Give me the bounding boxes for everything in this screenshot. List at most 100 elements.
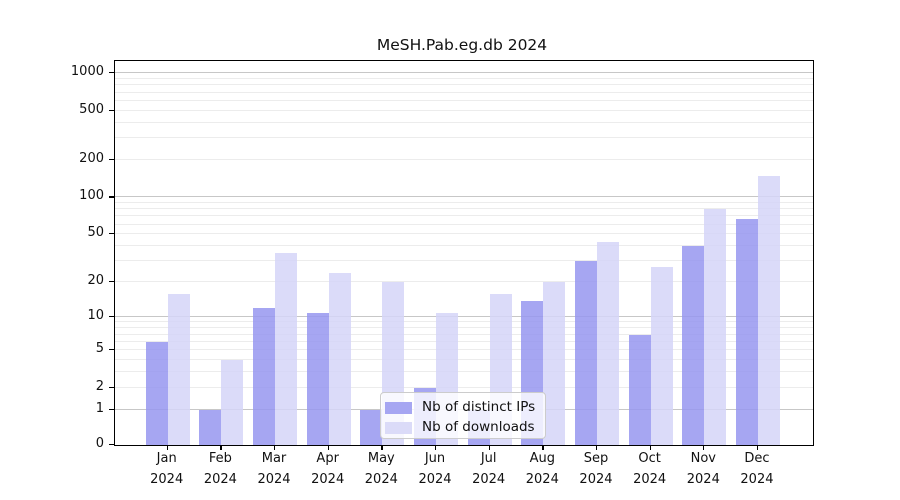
legend-label-distinct-ips: Nb of distinct IPs [422, 399, 536, 415]
bar-distinct-ips-feb [199, 409, 222, 445]
gridline-minor-600 [114, 99, 813, 101]
x-tick-label-may: May 2024 [364, 451, 398, 487]
x-tick-label-apr: Apr 2024 [311, 451, 345, 487]
gridline-minor-7 [114, 333, 813, 335]
gridline-minor-300 [114, 137, 813, 139]
gridline-minor-40 [114, 245, 813, 247]
gridline-major-10 [114, 316, 813, 318]
gridline-major-100 [114, 196, 813, 198]
bar-downloads-aug [543, 282, 566, 445]
bar-downloads-sep [596, 242, 619, 445]
y-tick-label-0: 0 [95, 435, 104, 451]
x-tick-jun [435, 444, 437, 450]
bar-downloads-jan [167, 293, 190, 445]
bar-distinct-ips-may [360, 409, 383, 445]
x-tick-label-sep: Sep 2024 [579, 451, 613, 487]
chart-title: MeSH.Pab.eg.db 2024 [376, 36, 548, 54]
gridline-minor-8 [114, 327, 813, 329]
gridline-minor-800 [114, 84, 813, 86]
x-tick-label-feb: Feb 2024 [203, 451, 237, 487]
y-tick-label-500: 500 [79, 101, 104, 117]
y-tick-5 [108, 349, 114, 351]
x-tick-label-jul: Jul 2024 [472, 451, 506, 487]
gridline-minor-3 [114, 371, 813, 373]
x-tick-label-jun: Jun 2024 [418, 451, 452, 487]
legend-swatch-distinct-ips [385, 401, 412, 414]
y-tick-100 [108, 196, 114, 198]
y-tick-1000 [108, 72, 114, 74]
bar-distinct-ips-dec [735, 218, 758, 445]
bar-distinct-ips-oct [628, 334, 651, 445]
x-tick-mar [274, 444, 276, 450]
bar-distinct-ips-mar [253, 308, 276, 445]
gridline-minor-60 [114, 223, 813, 225]
x-tick-sep [595, 444, 598, 450]
bar-distinct-ips-jan [145, 341, 168, 445]
gridline-minor-20 [114, 281, 813, 283]
gridline-minor-900 [114, 77, 813, 79]
bar-downloads-mar [275, 253, 298, 445]
gridline-minor-50 [114, 233, 813, 235]
bar-distinct-ips-nov [682, 246, 705, 445]
y-tick-1 [108, 408, 114, 410]
legend-swatch-downloads [385, 421, 412, 434]
bar-downloads-oct [650, 266, 673, 445]
gridline-minor-30 [114, 260, 813, 262]
x-tick-oct [649, 444, 651, 450]
gridline-minor-2 [114, 386, 813, 388]
gridline-minor-4 [114, 358, 813, 360]
x-tick-may [381, 444, 383, 450]
y-tick-label-100: 100 [79, 188, 104, 204]
bar-downloads-nov [704, 208, 727, 445]
legend-item-distinct-ips: Nb of distinct IPs [385, 398, 545, 417]
bar-distinct-ips-apr [306, 312, 329, 445]
x-tick-label-nov: Nov 2024 [686, 451, 720, 487]
y-tick-200 [108, 159, 114, 161]
y-tick-20 [108, 281, 114, 283]
y-tick-label-5: 5 [95, 341, 104, 357]
bar-downloads-apr [328, 272, 351, 445]
y-tick-label-1000: 1000 [70, 64, 104, 80]
legend: Nb of distinct IPs Nb of downloads [380, 392, 546, 439]
gridline-minor-500 [114, 109, 813, 111]
x-tick-feb [220, 444, 222, 450]
x-tick-apr [327, 444, 329, 450]
x-tick-label-dec: Dec 2024 [740, 451, 774, 487]
y-tick-10 [108, 316, 114, 318]
gridline-minor-9 [114, 321, 813, 323]
y-tick-500 [108, 109, 114, 111]
plot-area [113, 59, 814, 446]
x-tick-label-oct: Oct 2024 [633, 451, 667, 487]
gridline-minor-200 [114, 159, 813, 161]
y-tick-label-10: 10 [87, 308, 104, 324]
x-tick-dec [756, 444, 759, 450]
y-tick-label-50: 50 [87, 225, 104, 241]
legend-item-downloads: Nb of downloads [385, 418, 545, 437]
x-tick-label-aug: Aug 2024 [525, 451, 559, 487]
x-tick-jan [166, 444, 168, 450]
gridline-major-1000 [114, 72, 813, 74]
gridline-minor-400 [114, 121, 813, 123]
bar-downloads-feb [221, 359, 244, 445]
gridline-minor-700 [114, 91, 813, 93]
x-tick-nov [703, 444, 705, 450]
gridline-minor-6 [114, 340, 813, 342]
legend-label-downloads: Nb of downloads [422, 419, 535, 435]
gridline-minor-90 [114, 201, 813, 203]
y-tick-label-1: 1 [95, 400, 104, 416]
x-tick-label-jan: Jan 2024 [150, 451, 184, 487]
y-tick-50 [108, 233, 114, 235]
y-tick-0 [108, 443, 114, 445]
gridline-minor-80 [114, 208, 813, 210]
bar-distinct-ips-sep [574, 261, 597, 445]
y-tick-label-200: 200 [79, 151, 104, 167]
y-tick-label-2: 2 [95, 378, 104, 394]
x-tick-jul [488, 444, 490, 450]
x-tick-label-mar: Mar 2024 [257, 451, 291, 487]
x-tick-aug [542, 444, 544, 450]
gridline-minor-70 [114, 215, 813, 217]
gridline-minor-5 [114, 349, 813, 351]
y-tick-2 [108, 386, 114, 388]
y-tick-label-20: 20 [87, 273, 104, 289]
